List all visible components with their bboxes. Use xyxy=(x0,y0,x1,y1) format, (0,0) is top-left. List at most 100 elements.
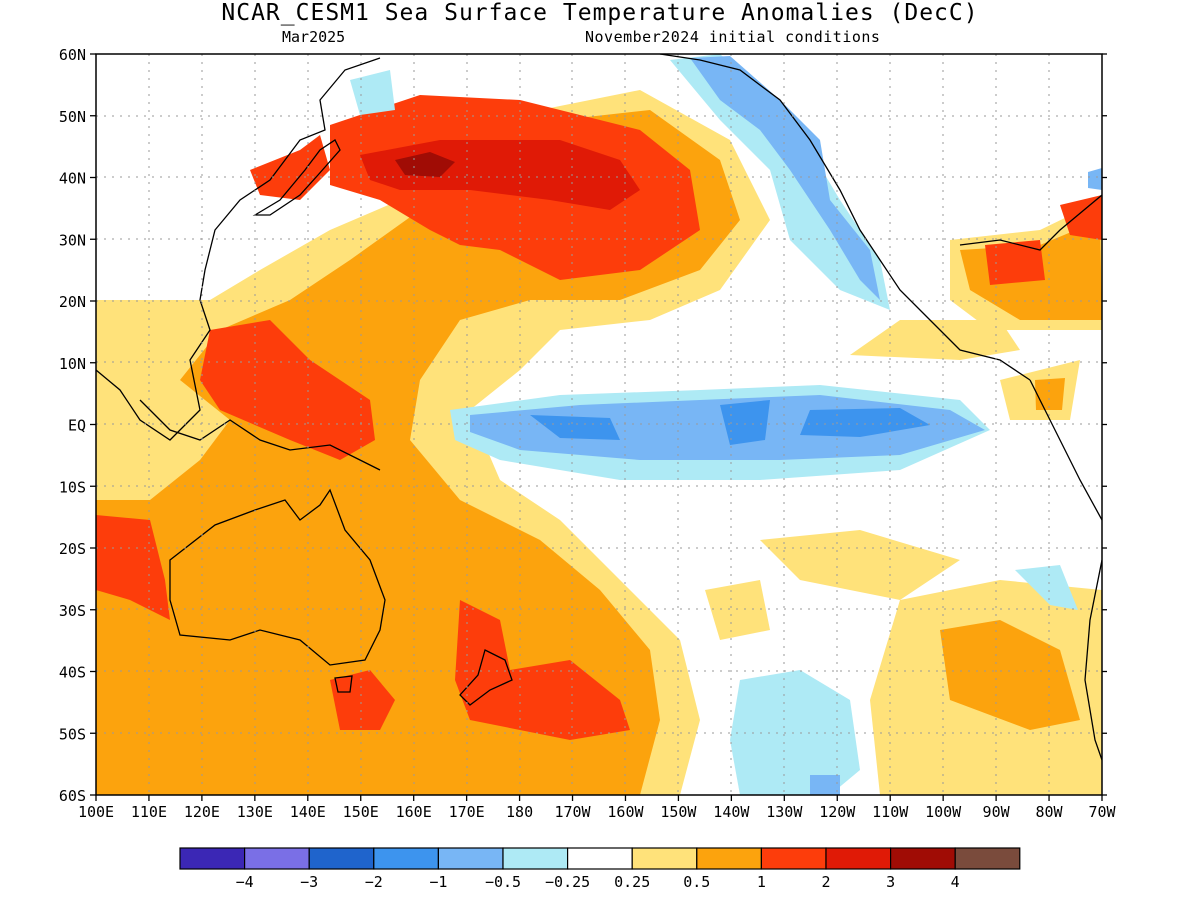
lat-label: 60N xyxy=(59,46,86,64)
strong-warm-region-southern-australia xyxy=(330,670,395,730)
strong-cool-region-equatorial-east xyxy=(800,408,930,437)
legend-label: 0.25 xyxy=(614,873,650,891)
strong-cool-region-equatorial-central xyxy=(720,400,770,445)
cool-region-south xyxy=(730,670,860,795)
lon-label: 120E xyxy=(184,803,220,821)
lon-label: 110E xyxy=(131,803,167,821)
lon-label: 130W xyxy=(766,803,803,821)
legend-label: 1 xyxy=(757,873,766,891)
graticule xyxy=(96,54,1102,795)
lon-label: 160E xyxy=(396,803,432,821)
legend-label: −2 xyxy=(365,873,383,891)
lon-label: 150E xyxy=(343,803,379,821)
lat-label: 30N xyxy=(59,231,86,249)
gulf-coastline xyxy=(959,194,1102,251)
lat-label: 40S xyxy=(59,664,86,682)
legend-swatch xyxy=(760,847,827,870)
warm-region-east-tropics xyxy=(850,320,1020,360)
strong-warm-region-west-australia xyxy=(96,515,170,620)
latitude-axis: 60N 50N 40N 30N 20N 10N EQ 10S 20S 30S 40S 50S 60S xyxy=(59,46,1107,805)
lon-label: 170W xyxy=(554,803,591,821)
moderate-cool-region-atlantic xyxy=(1088,168,1102,190)
lon-label: 170E xyxy=(449,803,485,821)
warm-region-south-subtropics xyxy=(760,530,960,600)
lon-label: 160W xyxy=(607,803,644,821)
legend-swatch xyxy=(631,847,698,870)
lat-label: 10S xyxy=(59,478,86,496)
strong-warm-region-maritime xyxy=(200,320,375,460)
lon-label: 70W xyxy=(1088,803,1116,821)
lon-label: 100E xyxy=(78,803,114,821)
legend-label: 0.5 xyxy=(683,873,710,891)
legend-swatch xyxy=(179,847,246,870)
initial-conditions-label: November2024 initial conditions xyxy=(585,28,881,46)
maritime-continent-coastline xyxy=(139,399,381,471)
legend-label: −0.25 xyxy=(545,873,590,891)
new-zealand-coastline xyxy=(459,649,513,706)
lon-label: 130E xyxy=(237,803,273,821)
coastlines xyxy=(96,54,1102,761)
lon-label: 100W xyxy=(925,803,962,821)
lon-label: 140W xyxy=(713,803,750,821)
longitude-axis: 100E 110E 120E 130E 140E 150E 160E 170E 180 170W 1… xyxy=(78,795,1117,821)
cool-region-south-america xyxy=(1015,565,1078,610)
legend-swatch xyxy=(244,847,310,870)
strong-warm-region-tasman xyxy=(455,600,630,740)
lon-label: 90W xyxy=(983,803,1011,821)
legend-swatch xyxy=(437,847,504,870)
north-america-coastline xyxy=(659,54,1031,381)
moderate-warm-region-west-pacific xyxy=(96,110,740,795)
legend-swatch xyxy=(825,847,892,870)
legend-label: 3 xyxy=(886,873,895,891)
lat-label: EQ xyxy=(68,417,86,435)
lat-label: 60S xyxy=(59,787,86,805)
strong-warm-region-atlantic xyxy=(1060,195,1102,240)
lat-label: 10N xyxy=(59,355,86,373)
cool-region-northeast-pacific xyxy=(670,54,890,310)
valid-month-label: Mar2025 xyxy=(282,28,346,46)
south-america-coastline xyxy=(1029,379,1102,761)
moderate-warm-region-east-south xyxy=(940,620,1080,730)
lon-label: 110W xyxy=(872,803,909,821)
lon-label: 80W xyxy=(1036,803,1064,821)
color-legend xyxy=(179,847,1021,870)
lon-label: 150W xyxy=(660,803,697,821)
color-legend-labels: −4 −3 −2 −1 −0.5 −0.25 0.25 0.5 1 2 3 4 xyxy=(236,873,960,891)
legend-label: −4 xyxy=(236,873,254,891)
legend-swatch xyxy=(502,847,569,870)
lon-label: 180 xyxy=(506,803,533,821)
lon-label: 140E xyxy=(290,803,326,821)
lat-label: 20S xyxy=(59,540,86,558)
legend-label: −3 xyxy=(300,873,318,891)
lon-label: 120W xyxy=(819,803,856,821)
tasmania-coastline xyxy=(334,675,353,693)
legend-swatch xyxy=(696,847,762,870)
japan-coastline xyxy=(252,139,341,216)
legend-label: 4 xyxy=(951,873,960,891)
lat-label: 30S xyxy=(59,602,86,620)
strong-cool-region-equatorial-west xyxy=(530,415,620,440)
map-title: NCAR_CESM1 Sea Surface Temperature Anoma… xyxy=(221,0,979,26)
australia-coastline xyxy=(169,488,386,666)
asia-coastline xyxy=(96,57,381,441)
legend-label: 2 xyxy=(821,873,830,891)
moderate-cool-region-south xyxy=(810,775,840,795)
legend-swatch xyxy=(373,847,439,870)
moderate-warm-region-east-tropics xyxy=(1035,378,1065,410)
legend-label: −1 xyxy=(429,873,447,891)
moderate-cool-region-northeast xyxy=(690,56,880,300)
lat-label: 20N xyxy=(59,293,86,311)
anomaly-field xyxy=(96,54,1102,795)
legend-label: −0.5 xyxy=(485,873,521,891)
warm-region-southeast-pacific xyxy=(705,580,770,640)
lat-label: 50N xyxy=(59,108,86,126)
strong-warm-region-gulf xyxy=(985,240,1045,285)
legend-swatch xyxy=(889,847,956,870)
legend-swatch xyxy=(308,847,375,870)
extreme-warm-region xyxy=(395,152,455,177)
legend-swatch xyxy=(566,847,633,870)
lat-label: 40N xyxy=(59,170,86,188)
legend-swatch xyxy=(954,847,1021,870)
lat-label: 50S xyxy=(59,725,86,743)
